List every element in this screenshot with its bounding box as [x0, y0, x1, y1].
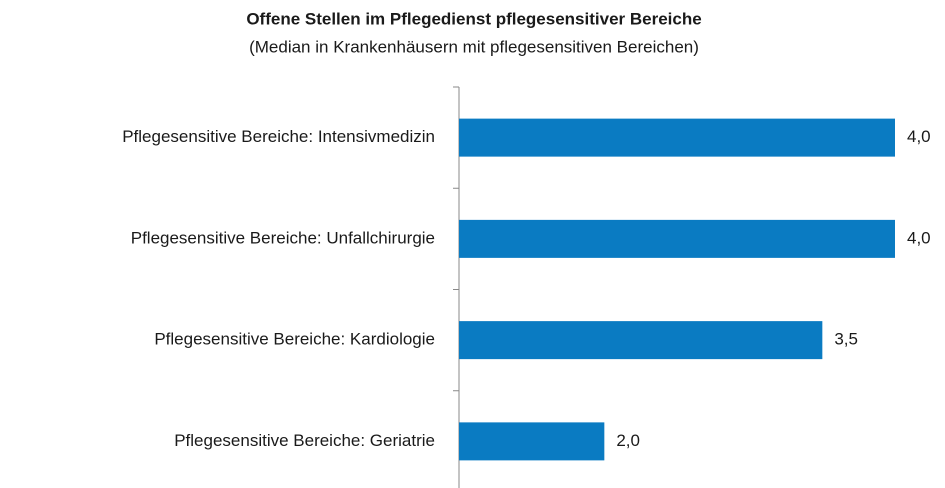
chart-subtitle: (Median in Krankenhäusern mit pflegesens…	[249, 37, 699, 56]
bar	[459, 321, 823, 360]
value-label: 4,0	[907, 228, 931, 247]
bar	[459, 118, 895, 157]
value-label: 4,0	[907, 127, 931, 146]
y-tick-label: Pflegesensitive Bereiche: Kardiologie	[154, 330, 435, 349]
y-tick-label: Pflegesensitive Bereiche: Geriatrie	[174, 431, 435, 450]
value-label: 2,0	[616, 431, 640, 450]
chart-title: Offene Stellen im Pflegedienst pflegesen…	[246, 9, 701, 28]
y-tick-label: Pflegesensitive Bereiche: Intensivmedizi…	[122, 127, 435, 146]
bar	[459, 422, 605, 461]
value-label: 3,5	[834, 330, 858, 349]
y-tick-label: Pflegesensitive Bereiche: Unfallchirurgi…	[131, 228, 435, 247]
bar	[459, 219, 895, 258]
